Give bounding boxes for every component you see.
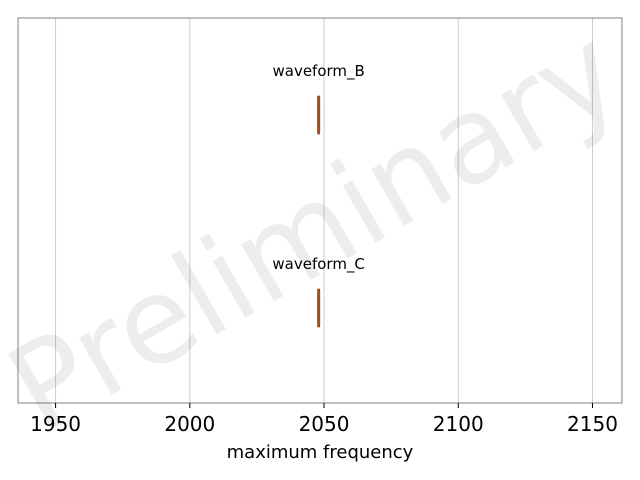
- row-labels: waveform_B waveform_C: [272, 62, 365, 274]
- row-label-waveform_C: waveform_C: [272, 255, 365, 274]
- x-axis-title: maximum frequency: [227, 442, 414, 463]
- x-ticks: 1950 2000 2050 2100 2150: [30, 403, 618, 436]
- x-tick-label: 2150: [567, 412, 618, 436]
- gridlines: [55, 18, 593, 403]
- x-tick-label: 2000: [164, 412, 215, 436]
- x-tick-label: 2100: [433, 412, 484, 436]
- x-tick-label: 1950: [30, 412, 81, 436]
- row-label-waveform_B: waveform_B: [272, 62, 364, 81]
- boxes: [317, 95, 321, 328]
- x-tick-label: 2050: [299, 412, 350, 436]
- plot-frame: [17, 17, 623, 404]
